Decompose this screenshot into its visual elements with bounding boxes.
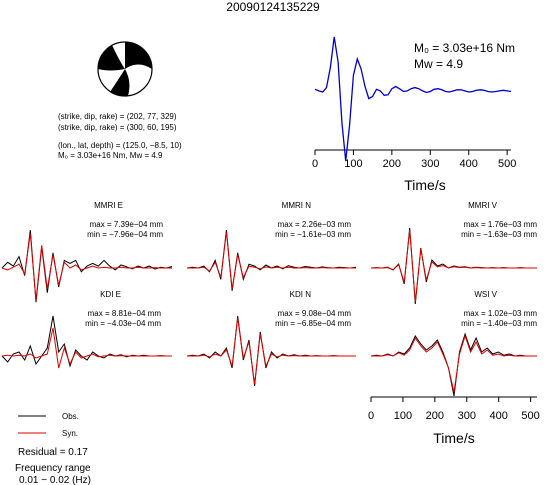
synthetic-waveform bbox=[371, 334, 537, 393]
location-depth: (lon., lat, depth) = (125.0, −8.5, 10) bbox=[58, 141, 182, 150]
observed-waveform bbox=[370, 332, 537, 397]
wf-tick-group: 0 100 200 300 400 500 bbox=[368, 397, 540, 422]
legend-syn-label: Syn. bbox=[62, 429, 78, 438]
beach-ball-icon bbox=[97, 41, 153, 97]
mw-label: Mw = 4.9 bbox=[414, 57, 463, 71]
strike-dip-rake-2: (strike, dip, rake) = (300, 60, 195) bbox=[58, 123, 177, 132]
station-label: WSI V bbox=[474, 290, 497, 299]
station-label: KDI N bbox=[290, 290, 312, 299]
min-amplitude-label: min = −6.85e−04 mm bbox=[275, 319, 351, 328]
waveform-time-axis: 0 100 200 300 400 500 Time/s bbox=[368, 396, 540, 446]
max-amplitude-label: max = 8.81e−04 mm bbox=[88, 309, 162, 318]
min-amplitude-label: min = −7.96e−04 mm bbox=[87, 230, 163, 239]
stf-line bbox=[314, 36, 512, 161]
wf-tick-label: 100 bbox=[394, 410, 412, 422]
max-amplitude-label: max = 2.26e−03 mm bbox=[278, 220, 352, 229]
min-amplitude-label: min = −1.61e−03 mm bbox=[275, 230, 351, 239]
max-amplitude-label: max = 1.76e−03 mm bbox=[464, 220, 538, 229]
moment-label: M₀ = 3.03e+16 Nm bbox=[414, 41, 515, 55]
observed-waveform bbox=[186, 229, 357, 291]
residual-label: Residual = 0.17 bbox=[18, 447, 88, 458]
stf-tick-group: 0 100 200 300 400 500 bbox=[312, 150, 516, 170]
stf-x-axis-label: Time/s bbox=[404, 177, 445, 193]
stf-tick-label: 200 bbox=[383, 158, 401, 170]
wf-x-axis-label: Time/s bbox=[433, 430, 474, 446]
frequency-range-value: 0.01 − 0.02 (Hz) bbox=[19, 475, 91, 485]
synthetic-waveform bbox=[1, 233, 172, 301]
frequency-range-label: Frequency range bbox=[15, 463, 91, 474]
stf-tick-label: 100 bbox=[344, 158, 362, 170]
stf-tick-label: 400 bbox=[460, 158, 478, 170]
wf-tick-label: 0 bbox=[368, 410, 374, 422]
max-amplitude-label: max = 7.39e−04 mm bbox=[90, 220, 164, 229]
wf-tick-label: 400 bbox=[490, 410, 508, 422]
observed-waveform bbox=[1, 315, 172, 368]
station-label: MMRI N bbox=[282, 201, 312, 210]
max-amplitude-label: max = 1.02e−03 mm bbox=[464, 309, 538, 318]
stf-tick-label: 300 bbox=[421, 158, 439, 170]
observed-waveform bbox=[370, 227, 537, 305]
wf-tick-label: 200 bbox=[426, 410, 444, 422]
max-amplitude-label: max = 9.08e−04 mm bbox=[278, 309, 352, 318]
station-label: MMRI E bbox=[94, 201, 123, 210]
synthetic-waveform bbox=[1, 327, 172, 369]
observed-waveform bbox=[1, 229, 173, 303]
source-time-function-plot: M₀ = 3.03e+16 Nm Mw = 4.9 0 100 200 300 400 5… bbox=[312, 36, 516, 193]
synthetic-waveform bbox=[187, 231, 356, 289]
station-label: MMRI V bbox=[468, 201, 498, 210]
synthetic-waveform bbox=[187, 317, 356, 385]
synthetic-waveform bbox=[371, 229, 537, 303]
min-amplitude-label: min = −4.03e−04 mm bbox=[85, 319, 161, 328]
legend-obs-label: Obs. bbox=[62, 412, 79, 421]
min-amplitude-label: min = −1.40e−03 mm bbox=[461, 319, 537, 328]
moment-summary: M₀ = 3.03e+16 Nm, Mw = 4.9 bbox=[58, 151, 163, 160]
min-amplitude-label: min = −1.63e−03 mm bbox=[461, 230, 537, 239]
wf-tick-label: 500 bbox=[521, 410, 539, 422]
legend: Obs. Syn. bbox=[18, 412, 79, 438]
stf-tick-label: 0 bbox=[312, 158, 318, 170]
wf-tick-label: 300 bbox=[458, 410, 476, 422]
station-label: KDI E bbox=[100, 290, 121, 299]
stf-tick-label: 500 bbox=[498, 158, 516, 170]
strike-dip-rake-1: (strike, dip, rake) = (202, 77, 329) bbox=[58, 112, 177, 121]
figure-title: 20090124135229 bbox=[226, 0, 320, 14]
